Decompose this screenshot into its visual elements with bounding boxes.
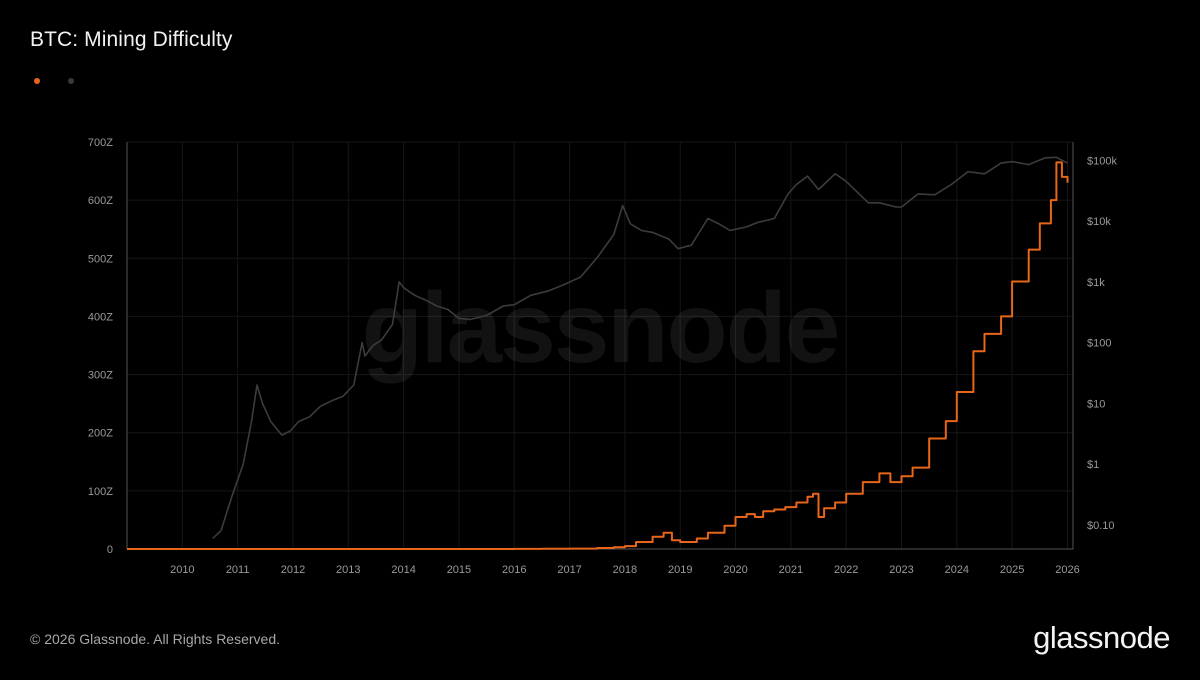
x-tick-label: 2024 [945,564,969,576]
series-line-difficulty [127,161,1069,550]
y-tick-label-left: 100Z [88,486,113,498]
x-tick-label: 2013 [336,564,360,576]
y-tick-label-right: $10k [1087,216,1111,228]
x-tick-label: 2015 [447,564,471,576]
brand-logo[interactable]: glassnode [1033,620,1170,655]
y-tick-label-right: $1k [1087,277,1105,289]
y-tick-label-left: 300Z [88,370,113,382]
y-tick-label-left: 700Z [88,137,113,149]
x-tick-label: 2022 [834,564,858,576]
x-tick-label: 2012 [281,564,305,576]
legend-dot-price [68,78,74,84]
x-tick-label: 2020 [723,564,747,576]
y-tick-label-left: 500Z [88,253,113,265]
y-tick-label-right: $10 [1087,398,1105,410]
series-layer [127,156,1069,550]
x-tick-label: 2011 [226,564,250,576]
copyright-footer: © 2026 Glassnode. All Rights Reserved. [30,631,281,647]
y-tick-label-right: $0.10 [1087,520,1115,532]
x-tick-label: 2026 [1055,564,1079,576]
x-tick-label: 2016 [502,564,526,576]
x-tick-label: 2018 [613,564,637,576]
x-tick-label: 2021 [779,564,803,576]
legend-item-difficulty[interactable] [34,78,46,84]
y-tick-label-left: 400Z [88,311,113,323]
chart-title: BTC: Mining Difficulty [30,28,233,51]
legend [34,74,102,88]
y-tick-label-left: 600Z [88,195,113,207]
x-tick-label: 2025 [1000,564,1024,576]
y-tick-label-left: 200Z [88,428,113,440]
x-tick-label: 2019 [668,564,692,576]
legend-item-price[interactable] [68,78,80,84]
y-tick-label-right: $100 [1087,338,1111,350]
grid-layer [127,141,1073,550]
y-tick-label-right: $1 [1087,459,1099,471]
x-tick-label: 2023 [889,564,913,576]
x-tick-label: 2017 [557,564,581,576]
y-tick-label-right: $100k [1087,155,1117,167]
series-line-price [212,156,1068,539]
x-tick-label: 2014 [391,564,415,576]
watermark-logo: glassnode [362,272,839,384]
tick-layer: 0 100Z 200Z 300Z 400Z 500Z 600Z 700Z $0.10 $1 $10 $… [88,137,1118,576]
x-tick-label: 2010 [170,564,194,576]
y-tick-label-left: 0 [107,544,113,556]
legend-dot-difficulty [34,78,40,84]
